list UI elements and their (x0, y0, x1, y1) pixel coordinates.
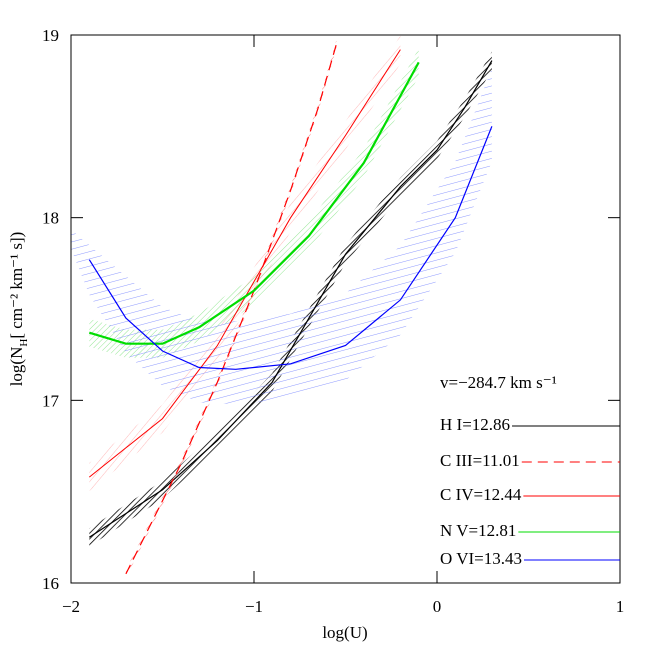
annotation: v=−284.7 km s⁻¹ (440, 373, 557, 392)
legend-label: C IV=12.44 (440, 485, 522, 504)
uncertainty-band (71, 68, 492, 405)
y-label-part: log(N (7, 347, 26, 387)
y-label-part: [ cm⁻² km⁻¹ s]) (7, 232, 26, 339)
curves (88, 43, 493, 575)
legend-label: O VI=13.43 (440, 549, 522, 568)
uncertainty-band (89, 35, 401, 492)
series-line (88, 126, 493, 370)
x-tick-label: −1 (245, 597, 263, 616)
series-line (125, 43, 337, 575)
legend-label: C III=11.01 (440, 451, 520, 470)
plot-frame (70, 34, 621, 584)
y-tick-label: 18 (42, 209, 59, 228)
series-line (88, 60, 493, 538)
y-label-sub: H (18, 339, 30, 347)
uncertainty-band (89, 48, 419, 358)
x-tick-label: 0 (433, 597, 442, 616)
y-axis-label: log(NH[ cm⁻² km⁻¹ s]) (7, 232, 30, 387)
y-tick-label: 16 (42, 574, 59, 593)
x-tick-label: 1 (616, 597, 625, 616)
y-tick-label: 17 (42, 391, 60, 410)
series-line (88, 61, 420, 345)
bands (71, 35, 492, 578)
y-tick-label: 19 (42, 26, 59, 45)
x-axis-label: log(U) (322, 623, 367, 642)
x-tick-label: −2 (62, 597, 80, 616)
series-line (88, 49, 401, 478)
legend-label: H I=12.86 (440, 415, 510, 434)
legend-label: N V=12.81 (440, 521, 516, 540)
